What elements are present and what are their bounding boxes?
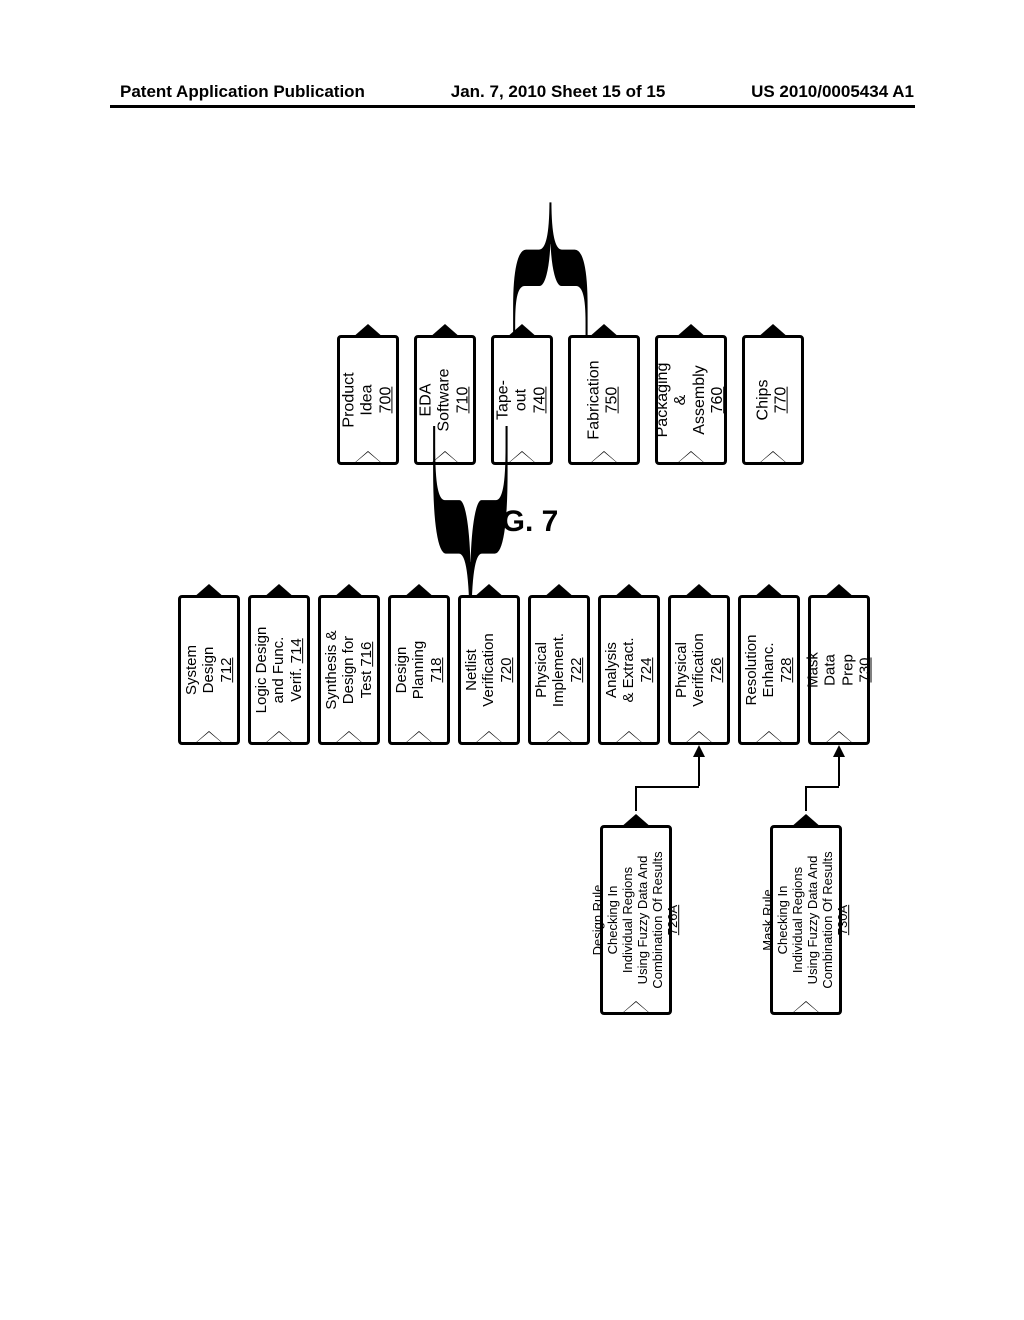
- header-right: US 2010/0005434 A1: [751, 82, 914, 102]
- header-left: Patent Application Publication: [120, 82, 365, 102]
- flow-step: PhysicalImplement.722: [528, 595, 590, 745]
- flow-step: ProductIdea700: [337, 335, 399, 465]
- connector: [636, 786, 699, 788]
- arrowhead-icon: [833, 745, 845, 757]
- brace-icon: {: [503, 161, 607, 377]
- header-center: Jan. 7, 2010 Sheet 15 of 15: [451, 82, 666, 102]
- figure-canvas: FIG. 7 ProductIdea700EDASoftware710Tape-…: [0, 135, 1024, 1285]
- flow-step: Analysis& Extract.724: [598, 595, 660, 745]
- flow-step: SystemDesign712: [178, 595, 240, 745]
- flow-step: PhysicalVerification726: [668, 595, 730, 745]
- connector: [806, 786, 839, 788]
- flow-step: Synthesis &Design forTest 716: [318, 595, 380, 745]
- flow-step: Design RuleChecking InIndividual Regions…: [600, 825, 672, 1015]
- flow-step: DesignPlanning718: [388, 595, 450, 745]
- header-rule: [110, 105, 915, 108]
- flow-step: NetlistVerification720: [458, 595, 520, 745]
- connector: [805, 786, 807, 811]
- flow-step: MaskDataPrep730: [808, 595, 870, 745]
- page-header: Patent Application Publication Jan. 7, 2…: [0, 82, 1024, 102]
- flow-step: ResolutionEnhanc.728: [738, 595, 800, 745]
- flow-step: Chips770: [742, 335, 804, 465]
- flow-step: Logic Designand Func.Verif. 714: [248, 595, 310, 745]
- arrowhead-icon: [693, 745, 705, 757]
- connector: [635, 786, 637, 811]
- flow-step: Packaging&Assembly760: [655, 335, 727, 465]
- flow-step: Mask RuleChecking InIndividual RegionsUs…: [770, 825, 842, 1015]
